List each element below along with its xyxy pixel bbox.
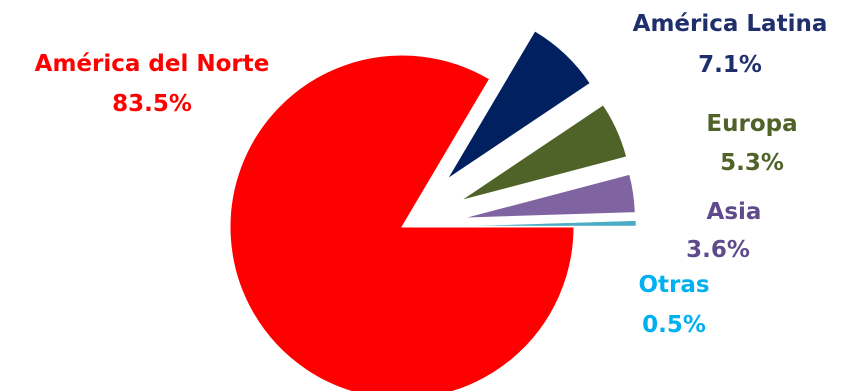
- slice-value-europa: 5.3%: [720, 150, 784, 176]
- slice-asia: [463, 173, 636, 219]
- slice-america-del-norte: [229, 54, 575, 391]
- slice-europa: [460, 104, 628, 202]
- slice-value-asia: 3.6%: [686, 237, 750, 263]
- labels-group: América del Norte 83.5% América Latina 7…: [35, 11, 828, 338]
- slice-value-otras: 0.5%: [642, 312, 706, 338]
- slice-label-america-latina: América Latina: [633, 11, 828, 37]
- slice-label-otras: Otras: [638, 272, 709, 298]
- slice-label-asia: Asia: [707, 199, 762, 225]
- slices-group: [229, 30, 637, 391]
- slice-value-america-latina: 7.1%: [698, 52, 762, 78]
- slice-otras: [463, 220, 637, 227]
- slice-label-america-del-norte: América del Norte: [35, 51, 270, 77]
- slice-america-latina: [446, 30, 591, 180]
- slice-label-europa: Europa: [706, 111, 797, 137]
- slice-value-america-del-norte: 83.5%: [112, 91, 192, 117]
